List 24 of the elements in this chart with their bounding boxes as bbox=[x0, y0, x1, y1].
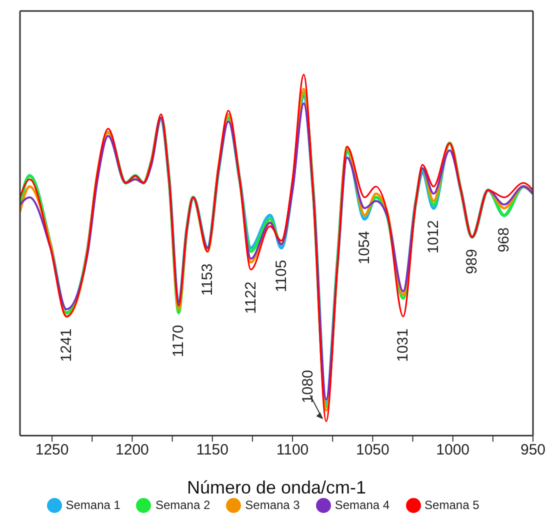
x-tick-label: 1250 bbox=[35, 441, 69, 458]
annotation: 1153 bbox=[199, 264, 216, 296]
x-tick-label: 1050 bbox=[356, 441, 390, 458]
annotation: 1170 bbox=[170, 324, 188, 358]
legend-label: Semana 4 bbox=[334, 498, 390, 512]
x-tick-label: 1200 bbox=[116, 441, 149, 458]
annotation: 1080 bbox=[300, 370, 317, 404]
x-tick-label: 1000 bbox=[436, 441, 470, 458]
annotation: 1012 bbox=[425, 220, 442, 254]
annotation: 1105 bbox=[272, 260, 290, 292]
x-tick-label: 1100 bbox=[276, 441, 309, 458]
annotation: 968 bbox=[496, 227, 513, 252]
legend-label: Semana 1 bbox=[66, 498, 120, 512]
annotation: 989 bbox=[464, 249, 481, 274]
annotation: 1122 bbox=[242, 282, 260, 314]
x-axis-title: Número de onda/cm-1 bbox=[186, 478, 366, 498]
annotation: 1054 bbox=[356, 231, 374, 264]
legend-label: Semana 3 bbox=[245, 498, 300, 512]
legend-label: Semana 2 bbox=[155, 498, 210, 512]
annotation: 1031 bbox=[394, 328, 412, 362]
legend-label: Semana 5 bbox=[424, 498, 480, 512]
annotation: 1241 bbox=[58, 328, 75, 362]
x-tick-label: 950 bbox=[520, 441, 546, 458]
x-tick-label: 1150 bbox=[196, 441, 229, 458]
